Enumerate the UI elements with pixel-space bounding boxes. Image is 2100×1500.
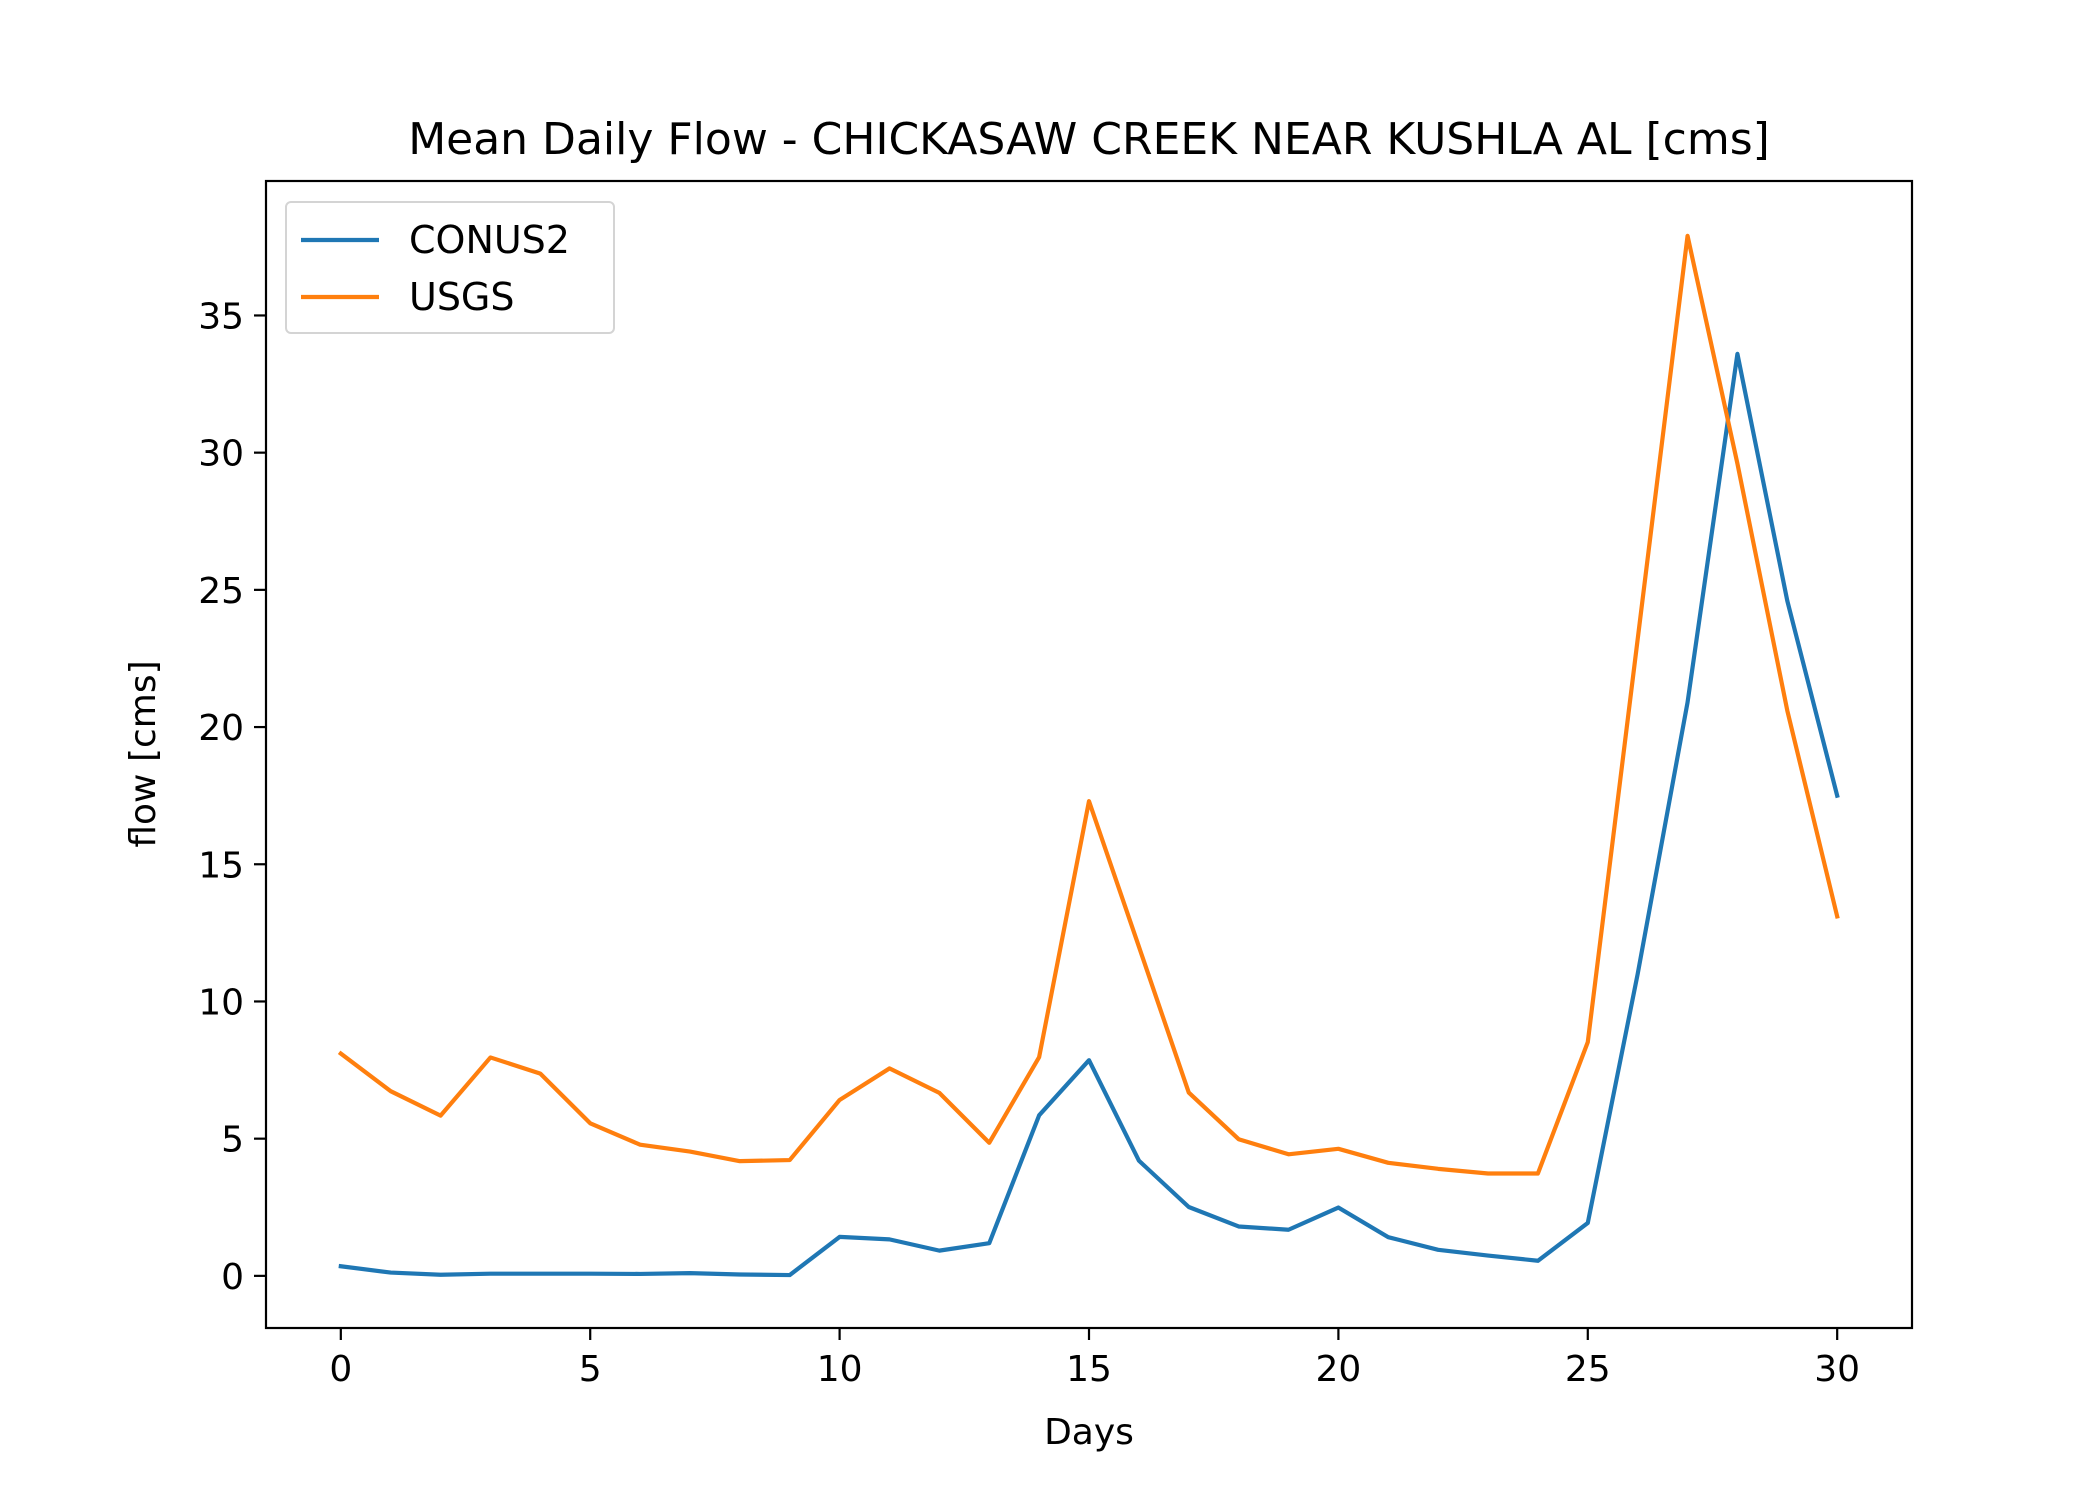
legend-label-usgs: USGS (409, 275, 515, 319)
y-tick-label: 5 (221, 1120, 244, 1161)
y-tick-label: 0 (221, 1257, 244, 1298)
ticks-layer: 0 5 10 15 20 25 30 0 5 10 15 20 25 30 35 (198, 296, 1860, 1390)
y-tick-label: 10 (198, 982, 244, 1023)
y-tick-label: 20 (198, 708, 244, 749)
x-tick-label: 25 (1565, 1349, 1611, 1390)
legend-label-conus2: CONUS2 (409, 218, 570, 262)
y-tick-label: 30 (198, 434, 244, 475)
series-line-conus2 (338, 351, 1840, 1278)
x-tick-label: 30 (1814, 1349, 1860, 1390)
y-tick-label: 25 (198, 571, 244, 612)
x-tick-label: 10 (817, 1349, 863, 1390)
x-axis-label: Days (1044, 1412, 1134, 1453)
legend: CONUS2 USGS (285, 201, 615, 334)
x-tick-label: 0 (329, 1349, 352, 1390)
y-axis-label: flow [cms] (123, 660, 164, 847)
series-layer (337, 233, 1840, 1278)
y-tick-label: 35 (198, 296, 244, 337)
x-tick-label: 15 (1066, 1349, 1112, 1390)
x-tick-label: 5 (579, 1349, 602, 1390)
chart-title: Mean Daily Flow - CHICKASAW CREEK NEAR K… (408, 114, 1770, 165)
legend-box (285, 201, 615, 334)
x-tick-label: 20 (1315, 1349, 1361, 1390)
series-line-usgs (337, 233, 1840, 1176)
plot-area-frame (264, 179, 1914, 1330)
y-tick-label: 15 (198, 845, 244, 886)
